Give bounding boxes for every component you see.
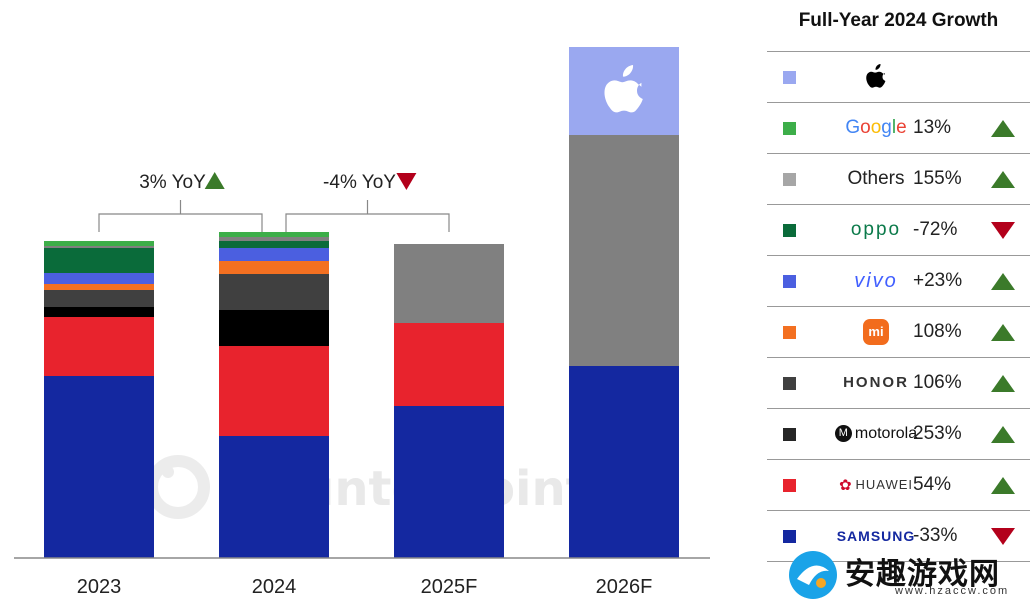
counterpoint-watermark: Counterpoint (146, 455, 589, 519)
legend-growth: 108% (913, 321, 962, 342)
google-logo: Google (845, 117, 907, 138)
bar-segment-google-2024 (219, 232, 329, 237)
bar-segment-samsung-2024 (219, 436, 329, 558)
oppo-logo: oppo (850, 219, 902, 240)
huawei-flower-icon: ✿ (838, 476, 853, 494)
site-name: 安趣游戏网 (845, 558, 1000, 591)
yoy-label: 3% YoY (139, 172, 206, 193)
legend-row-vivo: vivo +23% (767, 256, 1030, 307)
bar-segment-samsung-2025f (394, 406, 504, 558)
legend-brand-label: Others (847, 168, 905, 189)
legend-swatch (783, 275, 796, 288)
legend-swatch (783, 377, 796, 390)
legend-swatch (783, 71, 796, 84)
legend-growth: 253% (913, 423, 962, 444)
bar-segment-oppo-2024 (219, 241, 329, 248)
bar-segment-others-2026f (569, 135, 679, 366)
x-tick-label: 2023 (77, 576, 122, 598)
legend-row-others: Others 155% (767, 154, 1030, 205)
samsung-logo: SAMSUNG (836, 528, 916, 544)
bar-segment-huawei-2023 (44, 317, 154, 376)
site-watermark-badge: 安趣游戏网 www.hzaccw.com (783, 545, 1031, 603)
bar-segment-huawei-2025f (394, 323, 504, 406)
huawei-logo: ✿ HUAWEI (811, 460, 941, 510)
bar-segment-motorola-2024 (219, 310, 329, 346)
apple-icon (604, 65, 643, 113)
legend-row-mi: mi 108% (767, 307, 1030, 358)
stacked-bar-chart: Counterpoint 3% YoY -4% YoY 2023 2024 2025F… (14, 47, 710, 598)
legend-growth: +23% (913, 270, 963, 291)
legend-growth: -72% (913, 219, 958, 240)
legend-growth: 155% (913, 168, 962, 189)
apple-logo (811, 52, 941, 102)
bar-segment-vivo-2024 (219, 248, 329, 261)
bar-segment-others-2023 (44, 246, 154, 248)
growth-arrow-icon (991, 477, 1015, 494)
yoy-bracket (285, 200, 450, 232)
legend-row-google: Google 13% (767, 103, 1030, 154)
huawei-wordmark: HUAWEI (855, 477, 914, 492)
site-url: www.hzaccw.com (895, 585, 1010, 597)
bar-segment-others-2025f (394, 244, 504, 323)
bar-segment-others-2024 (219, 237, 329, 241)
x-tick-label: 2024 (252, 576, 297, 598)
bar-segment-samsung-2023 (44, 376, 154, 558)
growth-arrow-icon (991, 426, 1015, 443)
x-tick-label: 2026F (596, 576, 653, 598)
growth-arrow-icon (991, 273, 1015, 290)
bar-segment-mi-2023 (44, 284, 154, 290)
yoy-label: -4% YoY (323, 172, 396, 193)
growth-arrow-icon (991, 222, 1015, 239)
legend-growth (913, 52, 967, 102)
legend-growth: 54% (913, 474, 952, 495)
legend-growth: 13% (913, 117, 952, 138)
growth-arrow-icon (991, 324, 1015, 341)
growth-arrow-icon (991, 375, 1015, 392)
legend-swatch (783, 428, 796, 441)
x-tick-label: 2025F (421, 576, 478, 598)
honor-logo: HONOR (843, 374, 909, 391)
bar-segment-samsung-2026f (569, 366, 679, 558)
growth-arrow-icon (991, 120, 1015, 137)
bar-segment-mi-2024 (219, 261, 329, 274)
legend-row-apple (767, 52, 1030, 103)
motorola-wordmark: motorola (854, 425, 918, 442)
bar-segment-motorola-2023 (44, 307, 154, 317)
bar-segment-google-2023 (44, 241, 154, 246)
legend-swatch (783, 224, 796, 237)
site-logo-icon (789, 551, 837, 599)
bar-segment-honor-2023 (44, 290, 154, 307)
growth-legend: Full-Year 2024 Growth Google 13% Others … (767, 0, 1030, 562)
legend-swatch (783, 479, 796, 492)
bar-segment-vivo-2023 (44, 273, 154, 284)
down-arrow-icon (396, 173, 417, 190)
legend-rows: Google 13% Others 155% oppo -72% vivo +2… (767, 51, 1030, 562)
legend-swatch (783, 173, 796, 186)
bar-segment-oppo-2023 (44, 248, 154, 273)
motorola-batwing-icon: M (834, 425, 852, 443)
vivo-logo: vivo (854, 270, 898, 292)
legend-growth: 106% (913, 372, 962, 393)
bar-segment-huawei-2024 (219, 346, 329, 436)
legend-title: Full-Year 2024 Growth (798, 10, 999, 31)
up-arrow-icon (204, 172, 225, 189)
legend-swatch (783, 530, 796, 543)
apple-icon (866, 63, 886, 88)
bar-segment-honor-2024 (219, 274, 329, 310)
growth-arrow-icon (991, 171, 1015, 188)
legend-swatch (783, 326, 796, 339)
mi-logo-box: mi (863, 318, 889, 345)
mi-logo: mi (811, 307, 941, 357)
legend-row-samsung: SAMSUNG -33% (767, 511, 1030, 562)
legend-swatch (783, 122, 796, 135)
yoy-bracket (98, 200, 263, 232)
growth-arrow-icon (991, 528, 1015, 545)
legend-growth: -33% (913, 525, 958, 546)
legend-row-honor: HONOR 106% (767, 358, 1030, 409)
legend-row-huawei: ✿ HUAWEI 54% (767, 460, 1030, 511)
legend-row-oppo: oppo -72% (767, 205, 1030, 256)
